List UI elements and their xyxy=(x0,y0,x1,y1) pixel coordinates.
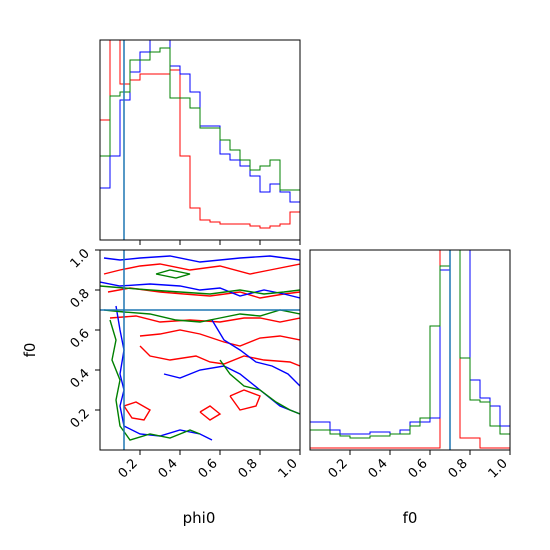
x-axis-label-phi0: phi0 xyxy=(183,509,216,527)
red-contour-line xyxy=(229,389,261,411)
phi0-histogram-frame xyxy=(99,39,301,241)
blue-contour-line xyxy=(163,365,300,415)
f0-red-histogram-step xyxy=(309,249,511,450)
contour-panel-y-tick-label: 1.0 xyxy=(68,246,93,271)
green-contour-line xyxy=(109,319,201,441)
contour-panel-x-tick-label: 1.0 xyxy=(276,456,301,481)
green-contour-line xyxy=(155,269,191,279)
x-axis-label-f0: f0 xyxy=(403,509,418,527)
contour-panel-y-tick-label: 0.6 xyxy=(68,326,93,351)
red-contour-line xyxy=(109,315,300,323)
f0-histogram-x-tick-label: 0.6 xyxy=(406,456,431,481)
red-contour-line xyxy=(103,263,300,275)
histogram-panel-f0: 0.2 0.4 0.6 0.8 1.0 xyxy=(309,249,511,481)
f0-histogram-x-tick-label: 0.4 xyxy=(366,456,391,481)
f0-histogram-frame xyxy=(309,249,511,451)
f0-histogram-x-tick-label: 0.8 xyxy=(446,456,471,481)
y-axis-label-f0: f0 xyxy=(21,343,39,358)
contour-panel-y-tick-label: 0.4 xyxy=(68,366,93,391)
red-contour-line xyxy=(199,405,222,421)
f0-blue-histogram-step xyxy=(309,249,511,450)
phi0-green-histogram-step xyxy=(99,47,301,240)
f0-histogram-x-tick-label: 1.0 xyxy=(486,456,511,481)
contour-panel-y-tick-label: 0.8 xyxy=(68,286,93,311)
contour-panel-x-tick-label: 0.6 xyxy=(196,456,221,481)
blue-contour-line xyxy=(100,281,300,299)
green-contour-line xyxy=(100,285,300,295)
contour-panel-phi0-f0: 0.2 0.4 0.6 0.8 1.0 0.2 0.4 0.6 0.8 1.0 xyxy=(68,246,301,481)
green-contour-line xyxy=(219,359,300,415)
red-contour-line xyxy=(139,345,300,367)
red-contour-line xyxy=(123,401,151,421)
contour-panel-x-tick-label: 0.4 xyxy=(156,456,181,481)
f0-histogram-x-tick-label: 0.2 xyxy=(326,456,351,481)
f0-green-histogram-step xyxy=(309,249,511,450)
contour-panel-frame xyxy=(99,249,301,451)
blue-contour-line xyxy=(115,305,213,441)
contour-lines xyxy=(100,255,300,441)
red-contour-line xyxy=(139,329,300,347)
contour-panel-x-tick-label: 0.2 xyxy=(116,456,141,481)
contour-panel-x-tick-label: 0.8 xyxy=(236,456,261,481)
green-contour-line xyxy=(103,309,300,323)
histogram-panel-phi0 xyxy=(99,39,301,245)
blue-contour-line xyxy=(211,319,300,387)
contour-panel-y-tick-label: 0.2 xyxy=(68,406,93,431)
blue-contour-line xyxy=(103,255,300,263)
